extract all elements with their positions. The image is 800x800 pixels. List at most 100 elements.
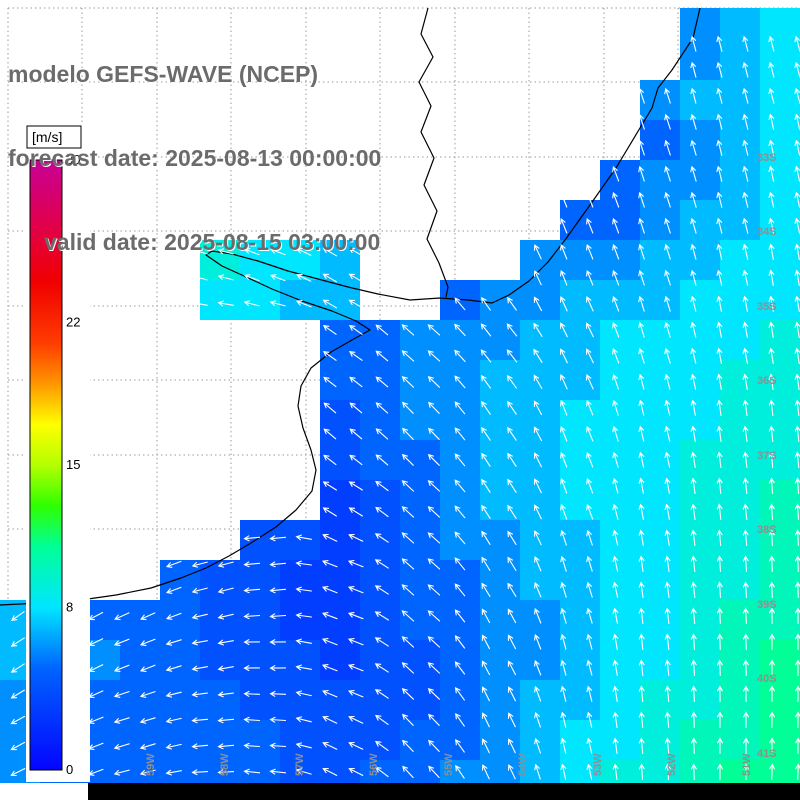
wind-arrow (742, 555, 749, 573)
ocean-cell (760, 680, 800, 720)
ocean-cell (320, 760, 360, 783)
wind-arrow (191, 561, 208, 568)
ocean-cell (200, 240, 240, 280)
lat-label: 40S (757, 673, 777, 685)
ocean-cell (360, 440, 400, 480)
wind-arrow (690, 711, 697, 729)
wind-arrow (533, 296, 543, 312)
wind-arrow (533, 400, 543, 416)
ocean-cell (640, 520, 680, 560)
wind-arrow (113, 664, 130, 672)
wind-arrow (742, 373, 749, 390)
wind-arrow (742, 35, 749, 52)
wind-arrow (717, 737, 723, 755)
wind-arrow (533, 374, 543, 390)
ocean-cell (760, 440, 800, 480)
wind-arrow (269, 300, 286, 307)
wind-arrow (401, 688, 414, 700)
wind-arrow (348, 481, 363, 491)
ocean-cell (560, 240, 600, 280)
wind-arrow (742, 191, 749, 208)
lat-label: 41S (757, 748, 777, 760)
wind-arrow (269, 613, 287, 620)
wind-arrow (323, 376, 337, 388)
wind-arrow (295, 612, 312, 619)
lon-label: 53W (592, 753, 604, 776)
wind-arrow (375, 454, 389, 466)
wind-arrow (401, 506, 415, 518)
wind-arrow (243, 742, 261, 749)
ocean-cell (680, 760, 720, 783)
wind-arrow (533, 270, 542, 286)
wind-arrow (321, 612, 338, 620)
wind-arrow (217, 300, 234, 307)
ocean-cell (760, 640, 800, 680)
ocean-cell (640, 680, 680, 720)
wind-arrow (560, 529, 567, 546)
wind-arrow (742, 217, 749, 234)
ocean-cell (320, 400, 360, 440)
wind-arrow (374, 585, 389, 595)
ocean-cell (680, 720, 720, 760)
wind-arrow (690, 35, 697, 52)
wind-arrow (454, 323, 466, 337)
wind-arrow (794, 347, 800, 364)
wind-arrow (690, 399, 697, 416)
wind-arrow (533, 426, 543, 442)
ocean-cell (280, 240, 320, 280)
wind-arrow (401, 480, 415, 492)
ocean-cell (360, 720, 400, 760)
ocean-cell (720, 680, 760, 720)
wind-arrow (10, 715, 26, 725)
wind-arrow (612, 607, 619, 624)
wind-arrow (323, 454, 337, 466)
wind-arrow (664, 477, 671, 494)
wind-arrow (638, 139, 645, 156)
wind-arrow (768, 581, 775, 599)
ocean-cell (480, 440, 520, 480)
wind-arrow (716, 399, 723, 416)
wind-arrow (454, 427, 466, 441)
wind-arrow (768, 217, 775, 234)
wind-arrow (507, 712, 516, 728)
ocean-cell (520, 240, 560, 280)
ocean-cell (680, 480, 720, 520)
wind-arrow (217, 248, 234, 255)
ocean-cell (320, 720, 360, 760)
wind-arrow (217, 587, 234, 594)
wind-arrow (690, 685, 697, 703)
wind-arrow (375, 428, 389, 440)
ocean-cell (640, 360, 680, 400)
wind-arrow (375, 402, 389, 414)
ocean-cell (520, 320, 560, 360)
wind-arrow (269, 248, 286, 256)
wind-arrow (664, 737, 671, 755)
ocean-cell (640, 320, 680, 360)
wind-arrow (269, 665, 287, 672)
wind-arrow (794, 87, 800, 104)
wind-arrow (586, 451, 594, 468)
wind-arrow (690, 529, 697, 546)
wind-arrow (243, 716, 261, 723)
wind-arrow (690, 217, 697, 234)
wind-arrow (295, 716, 312, 723)
wind-arrow (427, 558, 441, 570)
ocean-cell (440, 600, 480, 640)
wind-arrow (534, 659, 542, 676)
wind-arrow (269, 561, 287, 568)
ocean-cell (600, 760, 640, 783)
wind-arrow (402, 765, 414, 779)
wind-arrow (165, 612, 182, 620)
wind-arrow (612, 269, 620, 286)
wind-arrow (534, 607, 542, 624)
wind-arrow (191, 639, 208, 646)
wind-arrow (507, 400, 517, 415)
wind-arrow (295, 300, 312, 308)
wind-arrow (638, 737, 645, 755)
wind-arrow (481, 738, 490, 754)
ocean-cell (560, 520, 600, 560)
wind-arrow (560, 711, 567, 728)
wind-arrow (560, 217, 568, 234)
wind-arrow (690, 87, 697, 104)
ocean-cell (480, 640, 520, 680)
